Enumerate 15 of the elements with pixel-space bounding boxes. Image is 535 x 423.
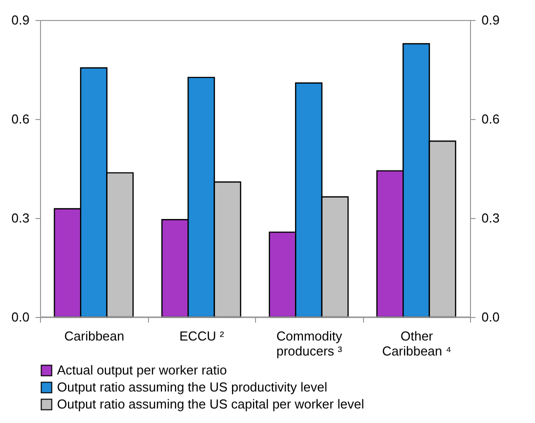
y2-tick-label: 0.9 (482, 12, 500, 28)
legend-label: Output ratio assuming the US productivity level (57, 380, 328, 394)
x-tick-label: Other Caribbean ⁴ (382, 328, 452, 358)
y-tick-label: 0.9 (11, 12, 30, 28)
x-tick-label: Caribbean (64, 328, 124, 344)
y-tick-label: 0.3 (11, 210, 30, 226)
y2-tick-label: 0.0 (482, 310, 500, 324)
y-tick-label: 0.0 (11, 310, 30, 324)
legend-label: Actual output per worker ratio (57, 362, 227, 378)
y2-tick-label: 0.6 (482, 112, 500, 126)
x-tick-label: Commodity producers ³ (276, 328, 343, 358)
legend-label: Output ratio assuming the US capital per worker level (57, 396, 364, 412)
x-tick-label: ECCU ² (179, 328, 225, 344)
y-tick-label: 0.6 (11, 112, 30, 126)
y2-tick-label: 0.3 (482, 210, 500, 226)
